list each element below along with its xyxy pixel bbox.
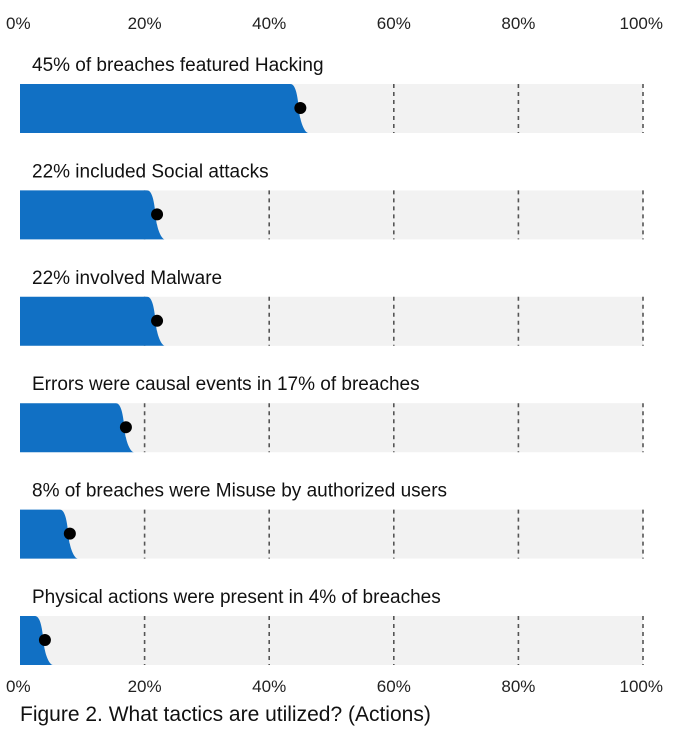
bar-row: 45% of breaches featured Hacking bbox=[20, 55, 644, 133]
point-estimate-dot bbox=[151, 314, 164, 327]
bar bbox=[20, 616, 53, 665]
point-estimate-dot bbox=[119, 421, 132, 434]
bar-track bbox=[20, 509, 643, 559]
x-tick-label-top: 100% bbox=[620, 14, 663, 33]
bar bbox=[20, 296, 166, 346]
bar bbox=[20, 84, 309, 133]
x-tick-label-top: 60% bbox=[377, 14, 411, 33]
point-estimate-dot bbox=[38, 634, 51, 647]
x-tick-label-top: 20% bbox=[128, 14, 162, 33]
bar-row: 22% involved Malware bbox=[20, 268, 644, 346]
x-tick-label-bottom: 60% bbox=[377, 677, 411, 696]
bar-row: Physical actions were present in 4% of b… bbox=[20, 587, 644, 665]
figure-caption: Figure 2. What tactics are utilized? (Ac… bbox=[20, 703, 431, 726]
bar-row: 22% included Social attacks bbox=[20, 161, 644, 240]
row-label: Physical actions were present in 4% of b… bbox=[32, 587, 441, 608]
row-label: Errors were causal events in 17% of brea… bbox=[32, 374, 420, 395]
x-tick-label-bottom: 0% bbox=[6, 677, 31, 696]
row-label: 22% involved Malware bbox=[32, 268, 222, 289]
row-label: 8% of breaches were Misuse by authorized… bbox=[32, 481, 447, 502]
x-tick-label-bottom: 40% bbox=[252, 677, 286, 696]
bar-row: Errors were causal events in 17% of brea… bbox=[20, 374, 644, 453]
bar bbox=[20, 190, 166, 240]
x-tick-label-top: 80% bbox=[501, 14, 535, 33]
x-tick-label-bottom: 80% bbox=[501, 677, 535, 696]
bar bbox=[20, 403, 134, 453]
row-label: 45% of breaches featured Hacking bbox=[32, 55, 324, 76]
bar bbox=[20, 509, 78, 559]
bar-track bbox=[20, 616, 643, 665]
point-estimate-dot bbox=[294, 102, 307, 115]
point-estimate-dot bbox=[151, 208, 164, 221]
point-estimate-dot bbox=[63, 527, 76, 540]
x-tick-label-top: 40% bbox=[252, 14, 286, 33]
x-tick-label-top: 0% bbox=[6, 14, 31, 33]
x-tick-label-bottom: 20% bbox=[128, 677, 162, 696]
row-label: 22% included Social attacks bbox=[32, 161, 269, 182]
bar-row: 8% of breaches were Misuse by authorized… bbox=[20, 481, 644, 559]
x-tick-label-bottom: 100% bbox=[620, 677, 663, 696]
